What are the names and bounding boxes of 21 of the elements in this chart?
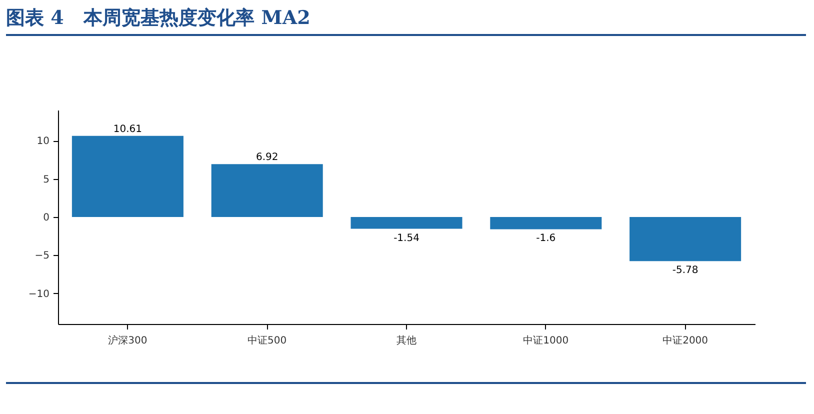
- y-tick-label: 5: [43, 174, 50, 186]
- y-tick-label: 10: [36, 136, 50, 148]
- x-tick-label: 中证500: [248, 334, 287, 346]
- bar: [630, 217, 742, 262]
- y-tick-label: −10: [28, 288, 50, 300]
- y-tick-label: 0: [43, 212, 50, 224]
- bar: [211, 164, 323, 217]
- data-label: -5.78: [672, 265, 698, 276]
- bar: [350, 217, 462, 229]
- data-label: -1.54: [394, 232, 420, 244]
- bar: [72, 136, 184, 217]
- y-tick-label: −5: [34, 250, 50, 262]
- x-tick-label: 中证1000: [523, 334, 569, 346]
- data-label: 10.61: [113, 124, 142, 135]
- chart-title: 图表 4 本周宽基热度变化率 MA2: [6, 4, 806, 36]
- x-tick-label: 沪深300: [108, 334, 148, 346]
- data-label: 6.92: [256, 152, 278, 164]
- x-tick-label: 其他: [396, 334, 416, 346]
- data-label: -1.6: [536, 233, 556, 244]
- x-tick-label: 中证2000: [662, 334, 708, 346]
- bar: [490, 217, 602, 230]
